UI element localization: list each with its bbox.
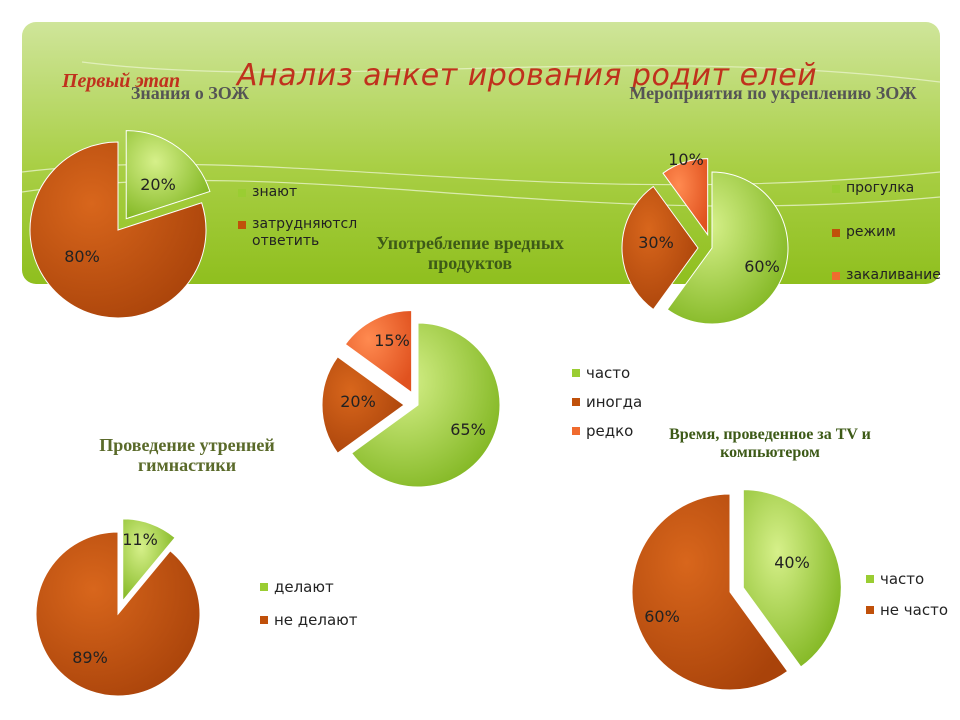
pie-slice-5-2: [631, 493, 789, 691]
legend-swatch: [572, 397, 580, 406]
legend-item: часто: [572, 364, 672, 383]
pie-chart-1: 20% 80%: [29, 130, 211, 319]
pie-slice-3-3: [344, 310, 413, 394]
chart-2-legend: прогулка режим закаливание: [832, 180, 952, 295]
legend-label: прогулка: [846, 180, 915, 196]
legend-label: делают: [274, 578, 334, 596]
pie-slice-5-1: [742, 489, 842, 668]
pie-label-1-1: 20%: [140, 175, 176, 194]
pie-slice-4-2: [35, 531, 201, 697]
legend-item: редко: [572, 422, 672, 441]
legend-label: знают: [252, 184, 298, 200]
pie-label-1-2: 80%: [64, 247, 100, 266]
legend-item: делают: [260, 578, 380, 597]
pie-slice-4-1: [122, 518, 176, 603]
pie-chart-5: 40% 60%: [631, 489, 842, 691]
legend-swatch: [238, 220, 246, 229]
legend-swatch: [572, 369, 580, 377]
pie-label-3-3: 15%: [374, 331, 410, 350]
legend-item: не часто: [866, 601, 956, 620]
legend-label: закаливание: [846, 267, 941, 283]
legend-item: прогулка: [832, 180, 952, 198]
legend-swatch: [260, 615, 268, 624]
legend-item: иногда: [572, 393, 672, 412]
legend-item: часто: [866, 570, 956, 589]
legend-item: знают: [238, 184, 368, 202]
pie-label-5-1: 40%: [774, 553, 810, 572]
chart-4-legend: делают не делают: [260, 578, 380, 640]
legend-swatch: [572, 426, 580, 435]
pie-slice-3-2: [321, 356, 405, 454]
legend-label: режим: [846, 223, 896, 240]
pie-chart-3: 65% 20% 15%: [321, 310, 501, 488]
legend-item: закаливание: [832, 267, 952, 285]
pie-slice-2-1: [666, 171, 789, 325]
chart-2-title: Мероприятия по укреплению ЗОЖ: [629, 83, 917, 103]
legend-label: иногда: [586, 392, 643, 411]
page-title: Анализ анкет ирования родит елей: [237, 58, 818, 93]
legend-label: не часто: [880, 600, 949, 619]
pie-label-2-3: 10%: [668, 150, 704, 169]
chart-5-legend: часто не часто: [866, 570, 956, 630]
chart-3-legend: часто иногда редко: [572, 364, 672, 450]
legend-swatch: [866, 575, 874, 583]
pie-label-3-1: 65%: [450, 420, 486, 439]
chart-4-title: Проведение утренней гимнастики: [99, 435, 275, 475]
legend-label: не делают: [274, 610, 358, 629]
stage-label: Первый этап: [62, 70, 181, 92]
legend-item: затрудняютсл ответить: [238, 216, 368, 251]
pie-slice-2-2: [621, 185, 699, 311]
legend-swatch: [832, 272, 840, 280]
pie-slice-1-1: [125, 130, 211, 220]
pie-slice-1-2: [29, 141, 207, 319]
chart-1-title: Знания о ЗОЖ: [130, 83, 250, 103]
legend-label: затрудняютсл ответить: [252, 215, 358, 250]
legend-swatch: [832, 185, 840, 193]
legend-swatch: [260, 583, 268, 591]
pie-label-5-2: 60%: [644, 607, 680, 626]
chart-3-title: Употреблепие вредных продуктов: [376, 233, 564, 273]
pie-label-4-2: 89%: [72, 648, 108, 667]
pie-label-2-1: 60%: [744, 257, 780, 276]
pie-chart-4: 11% 89%: [35, 518, 201, 697]
pie-label-3-2: 20%: [340, 392, 376, 411]
pie-label-4-1: 11%: [122, 530, 158, 549]
legend-item: не делают: [260, 611, 380, 630]
legend-item: режим: [832, 224, 952, 242]
pie-slice-2-3: [662, 158, 709, 237]
legend-label: часто: [586, 364, 631, 382]
legend-label: редко: [586, 421, 634, 440]
chart-5-title: Время, проведенное за TV и компьютером: [669, 426, 871, 461]
chart-1-legend: знают затрудняютсл ответить: [238, 184, 368, 261]
pie-chart-2: 60% 30% 10%: [621, 150, 789, 325]
legend-label: часто: [880, 570, 925, 588]
pie-slice-3-1: [350, 322, 501, 488]
legend-swatch: [866, 605, 874, 614]
pie-label-2-2: 30%: [638, 233, 674, 252]
legend-swatch: [238, 189, 246, 197]
legend-swatch: [832, 228, 840, 237]
